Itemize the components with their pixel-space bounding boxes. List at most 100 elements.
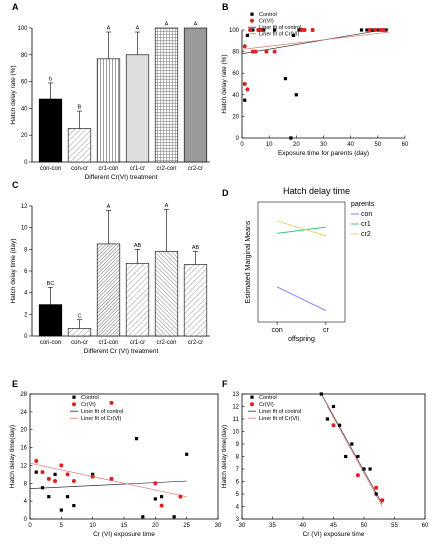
y-tick-label: 4 <box>24 291 28 297</box>
chart-title: Hatch delay time <box>283 186 350 196</box>
x-tick-label: con-con <box>40 340 61 346</box>
legend-label: Liner fit of Cr(VI) <box>259 32 300 38</box>
fit-line <box>320 393 383 505</box>
y-tick-label: 0 <box>24 334 28 340</box>
panel-letter: A <box>12 2 19 12</box>
data-point-control <box>350 442 354 446</box>
x-tick-label: 0 <box>28 523 32 529</box>
legend-swatch <box>250 12 254 16</box>
legend-label: Cr(VI) <box>81 402 96 408</box>
data-point-crvi <box>65 472 70 477</box>
data-point-crvi <box>367 28 372 32</box>
x-tick-label: 40 <box>347 142 354 148</box>
data-point-control <box>331 404 336 409</box>
significance-label: BC <box>47 281 55 287</box>
x-tick-label: 50 <box>374 142 381 148</box>
x-tick-label: 20 <box>293 142 300 148</box>
x-tick-label: 5 <box>60 523 64 529</box>
y-tick-label: 12 <box>20 463 27 469</box>
x-axis-label: Cr (VI) exposure time <box>303 531 365 538</box>
data-point-crvi <box>34 458 39 463</box>
data-point-control <box>325 417 329 421</box>
data-point-crvi <box>46 476 51 481</box>
data-point-control <box>40 486 45 490</box>
y-tick-label: 3 <box>236 517 240 523</box>
x-axis-label: Exposure time for parents (day) <box>278 150 369 157</box>
y-tick-label: 7 <box>236 467 240 473</box>
series-line <box>276 220 327 237</box>
significance-label: C <box>78 313 82 319</box>
series-line <box>277 226 326 234</box>
y-tick-label: 5 <box>236 492 240 498</box>
data-point-control <box>72 504 76 508</box>
data-point-control <box>160 495 164 499</box>
y-tick-label: 2 <box>24 312 28 318</box>
data-point-crvi <box>109 400 114 405</box>
significance-label: A <box>165 22 169 28</box>
legend-label: Liner fit of control <box>81 409 123 415</box>
data-point-control <box>376 28 380 32</box>
data-point-control <box>153 497 157 501</box>
x-tick-label: con-cr <box>71 340 88 346</box>
y-tick-label: 8 <box>24 481 28 487</box>
y-tick-label: 6 <box>24 269 28 275</box>
y-tick-label: 24 <box>20 410 27 416</box>
x-tick-label: cr1-con <box>98 166 118 172</box>
data-point-control <box>289 136 293 140</box>
bar <box>38 304 63 337</box>
y-tick-label: 10 <box>232 430 239 436</box>
data-point-crvi <box>53 479 58 484</box>
y-tick-label: 16 <box>20 446 27 452</box>
y-tick-label: 80 <box>21 53 28 59</box>
x-tick-label: 10 <box>266 142 273 148</box>
data-point-crvi <box>373 28 378 32</box>
fit-line <box>327 406 383 507</box>
y-tick-label: 0 <box>236 136 240 142</box>
data-point-control <box>338 423 342 427</box>
y-tick-label: 40 <box>232 93 239 99</box>
legend-swatch <box>250 395 254 399</box>
plot-frame <box>257 201 346 323</box>
y-tick-label: 4 <box>24 499 28 505</box>
x-tick-label: 30 <box>215 523 222 529</box>
data-point-control <box>297 28 301 32</box>
bar <box>154 27 179 163</box>
data-point-crvi <box>90 474 95 479</box>
y-tick-label: 20 <box>20 428 27 434</box>
data-point-crvi <box>264 49 269 54</box>
legend-label: cr1 <box>361 221 371 228</box>
data-point-crvi <box>381 28 386 32</box>
data-point-control <box>172 515 176 519</box>
significance-label: b <box>49 76 52 82</box>
y-tick-label: 8 <box>24 247 28 253</box>
legend-label: cr2 <box>361 231 371 238</box>
bar <box>183 27 208 163</box>
significance-label: B <box>78 105 82 111</box>
legend-swatch <box>250 402 254 407</box>
data-point-control <box>374 492 378 496</box>
data-point-control <box>273 28 277 32</box>
legend-swatch <box>72 402 76 407</box>
panel-letter: F <box>222 379 228 389</box>
x-tick-label: 0 <box>240 142 244 148</box>
data-point-control <box>292 33 296 37</box>
significance-label: A <box>136 26 140 32</box>
x-tick-label: 60 <box>422 523 429 529</box>
y-tick-label: 12 <box>21 204 28 210</box>
data-point-crvi <box>159 503 164 508</box>
x-tick-label: 10 <box>89 523 96 529</box>
legend-label: Control <box>259 395 277 401</box>
data-point-control <box>245 33 250 37</box>
y-tick-label: 60 <box>232 71 239 77</box>
data-point-crvi <box>71 479 76 484</box>
bar <box>67 328 92 337</box>
y-axis-label: Hatch delay rate (%) <box>221 54 228 113</box>
y-tick-label: 100 <box>229 28 240 34</box>
data-point-control <box>370 28 374 32</box>
significance-label: A <box>107 26 111 32</box>
bar <box>125 54 150 163</box>
legend-swatch <box>250 18 254 23</box>
y-tick-label: 13 <box>232 392 239 398</box>
